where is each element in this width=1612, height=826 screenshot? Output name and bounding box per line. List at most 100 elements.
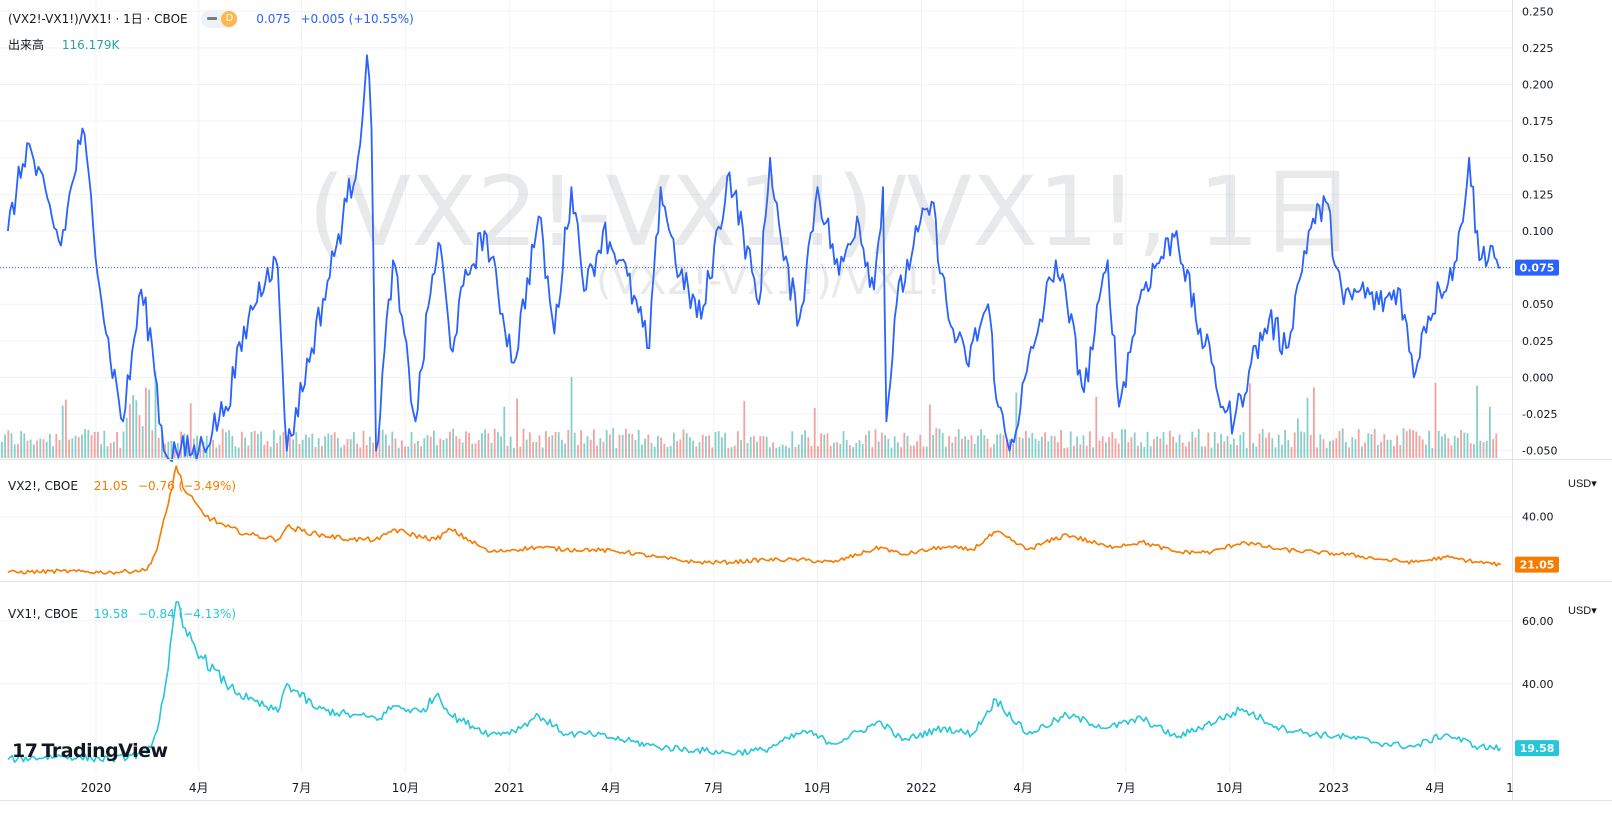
volume-bar	[644, 438, 646, 458]
volume-bar	[986, 438, 989, 458]
volume-bar	[493, 428, 496, 458]
symbol-title[interactable]: (VX2!-VX1!)/VX1! · 1日 · CBOE	[8, 12, 188, 26]
time-tick-label: 1	[1506, 781, 1514, 795]
volume-bar	[621, 434, 624, 458]
volume-bar	[1076, 436, 1078, 458]
volume-bar	[452, 428, 454, 458]
volume-bar	[106, 446, 109, 458]
volume-bar	[1025, 430, 1027, 458]
volume-bar	[916, 441, 918, 458]
volume-bar	[653, 446, 656, 458]
volume-bar	[356, 443, 358, 458]
volume-bar	[1201, 446, 1203, 458]
volume-bar	[983, 435, 986, 458]
vx2-legend[interactable]: VX2!, CBOE 21.05 −0.76 (−3.49%)	[8, 479, 236, 493]
volume-bar	[868, 430, 870, 458]
volume-bar	[903, 432, 906, 458]
volume-bar	[292, 439, 294, 458]
volume-bar	[362, 430, 365, 458]
volume-bar	[673, 432, 675, 458]
volume-bar	[1044, 432, 1046, 458]
vx1-value: 19.58	[93, 607, 129, 621]
tradingview-logo[interactable]: 17 TradingView	[12, 740, 168, 762]
volume-bar	[922, 446, 925, 458]
price-tick-label: -0.050	[1522, 445, 1557, 458]
volume-bar	[1111, 432, 1114, 458]
volume-bar	[58, 440, 61, 458]
volume-bar	[199, 439, 202, 458]
volume-bar	[500, 436, 502, 458]
volume-bar	[164, 443, 166, 458]
volume-bar	[74, 435, 77, 458]
volume-bar	[337, 438, 339, 458]
volume-bar	[301, 439, 304, 458]
volume-bar	[871, 447, 874, 458]
price-tick-label: 0.025	[1522, 335, 1554, 348]
volume-bar	[33, 444, 35, 458]
volume-bar	[65, 399, 67, 458]
vx1-price-badge-bg	[1515, 740, 1559, 757]
volume-bar	[1146, 431, 1149, 458]
volume-bar	[125, 417, 128, 458]
volume-bar	[1495, 433, 1498, 458]
volume-bar	[407, 446, 410, 458]
volume-bar	[1373, 429, 1376, 458]
volume-bar	[269, 446, 272, 458]
volume-bar	[1255, 446, 1258, 458]
volume-bar	[650, 442, 653, 458]
volume-bar	[759, 436, 762, 458]
volume-bar	[1137, 445, 1139, 458]
volume-bar	[810, 445, 813, 458]
volume-bar	[103, 430, 106, 458]
volume-bar	[1060, 429, 1062, 458]
volume-bar	[1249, 383, 1251, 458]
volume-bar	[801, 434, 803, 458]
volume-bar	[1313, 387, 1315, 458]
volume-bar	[349, 439, 352, 458]
vx1-change: −0.84 (−4.13%)	[137, 607, 237, 621]
volume-bar	[1015, 392, 1018, 458]
spread-price-badge-bg	[1515, 259, 1559, 276]
volume-bar	[61, 405, 64, 458]
volume-bar	[557, 432, 560, 458]
volume-bar	[1348, 447, 1350, 458]
interval-toggle[interactable]: D	[201, 9, 239, 28]
volume-bar	[39, 438, 42, 458]
main-legend[interactable]: (VX2!-VX1!)/VX1! · 1日 · CBOE D 0.075 +0.…	[8, 9, 414, 29]
volume-bar	[708, 435, 710, 458]
price-tick-label: 0.225	[1522, 42, 1554, 55]
volume-bar	[340, 447, 342, 458]
volume-bar	[138, 415, 141, 458]
volume-bar	[177, 442, 179, 458]
volume-bar	[545, 431, 547, 458]
volume-bar	[909, 445, 912, 458]
volume-bar	[1098, 440, 1101, 458]
volume-bar	[762, 436, 765, 458]
vx2-currency-selector[interactable]: USD▾	[1568, 477, 1597, 490]
vx1-legend[interactable]: VX1!, CBOE 19.58 −0.84 (−4.13%)	[8, 607, 236, 621]
volume-bar	[1485, 440, 1488, 458]
volume-bar	[1453, 435, 1456, 458]
volume-bar	[1117, 443, 1120, 458]
series-group	[0, 54, 1512, 763]
volume-bar	[1457, 437, 1459, 458]
vx1-currency-selector[interactable]: USD▾	[1568, 604, 1597, 617]
volume-bar	[1143, 447, 1146, 458]
volume-bar	[202, 441, 205, 458]
volume-bar	[695, 446, 698, 458]
volume-bar	[141, 426, 144, 458]
volume-bar	[1351, 437, 1354, 458]
volume-bar	[609, 434, 611, 458]
volume-bar	[1220, 434, 1222, 458]
volume-legend[interactable]: 出来高 116.179K	[8, 36, 119, 53]
price-tick-label: 60.00	[1522, 615, 1554, 628]
volume-bar	[1133, 432, 1136, 458]
volume-bar	[705, 436, 707, 458]
volume-bar	[442, 439, 445, 458]
volume-bar	[897, 442, 899, 458]
volume-bar	[1377, 444, 1379, 458]
volume-bar	[829, 445, 832, 458]
volume-bar	[1277, 434, 1280, 458]
volume-bar	[471, 443, 474, 458]
